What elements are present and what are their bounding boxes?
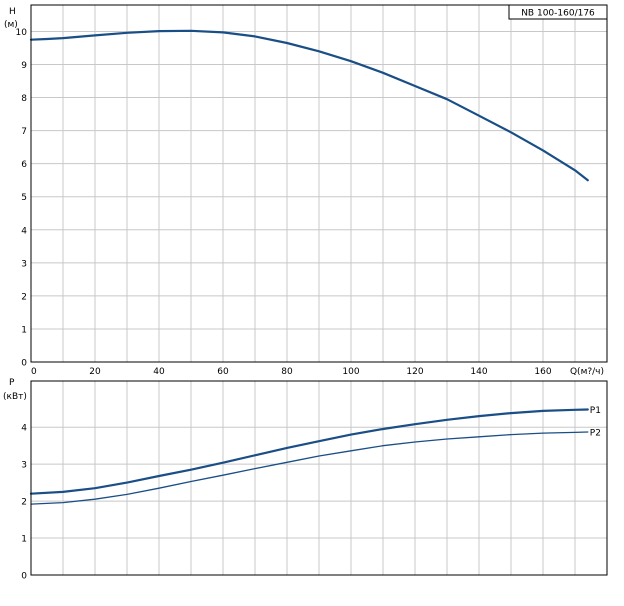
power-plot-frame [30,380,608,576]
head-y-tick-label: 4 [21,226,27,236]
power-curves [29,408,589,505]
power-y-axis-label-symbol: P [9,378,15,388]
power-y-tick-labels: 0 1 2 3 4 [21,424,27,582]
head-y-tick-label: 7 [21,127,27,137]
p2-curve [30,431,589,505]
p1-series-label: P1 [590,406,601,416]
power-y-tick-label: 3 [21,461,27,471]
head-panel: 0 1 2 3 4 5 6 7 8 9 10 0 20 40 60 80 100 120 140 160 H (м)… [4,4,608,377]
power-gridlines [31,381,607,575]
x-tick-label: 80 [281,367,293,377]
model-label-box [508,4,608,20]
x-tick-label: 20 [89,367,101,377]
head-curves [29,29,589,182]
head-y-tick-label: 10 [16,28,28,38]
head-y-tick-label: 8 [21,94,27,104]
power-series-labels: P1 P2 [590,406,601,439]
x-tick-label: 140 [470,367,487,377]
power-y-tick-label: 4 [21,424,27,434]
x-tick-label: 160 [534,367,551,377]
x-tick-label: 120 [406,367,423,377]
head-y-tick-label: 6 [21,160,27,170]
head-y-axis-label-symbol: H [9,7,16,17]
model-label: NB 100-160/176 [521,9,595,19]
power-y-tick-label: 1 [21,535,27,545]
x-tick-label: 100 [342,367,359,377]
x-tick-label: 60 [217,367,229,377]
power-y-tick-label: 2 [21,498,27,508]
head-y-tick-labels: 0 1 2 3 4 5 6 7 8 9 10 [16,28,28,369]
x-tick-label: 0 [31,367,37,377]
x-tick-label: 40 [153,367,165,377]
head-y-tick-label: 2 [21,292,27,302]
head-curve [29,29,589,182]
x-axis-label: Q(м?/ч) [570,367,604,377]
head-y-tick-label: 9 [21,61,27,71]
power-y-axis-label-unit: (кВт) [3,392,27,402]
head-y-axis-label-unit: (м) [4,20,18,30]
head-y-tick-label: 5 [21,193,27,203]
head-x-tick-labels: 0 20 40 60 80 100 120 140 160 [31,367,552,377]
p1-curve [29,408,589,495]
head-plot-frame [30,4,608,363]
power-panel: 0 1 2 3 4 P1 P2 P (кВт) [3,378,608,582]
head-y-tick-label: 1 [21,325,27,335]
power-y-tick-label: 0 [21,572,27,582]
head-gridlines [31,5,607,362]
head-y-tick-label: 0 [21,359,27,369]
p2-series-label: P2 [590,428,601,438]
head-y-tick-label: 3 [21,259,27,269]
